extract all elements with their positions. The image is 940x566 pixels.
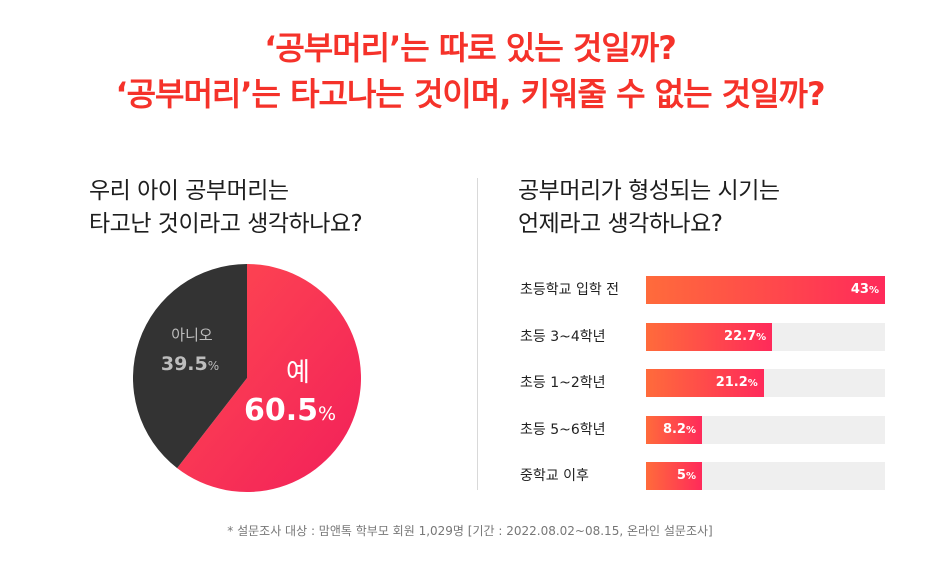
column-divider bbox=[477, 178, 478, 490]
bar-track: 5% bbox=[646, 462, 885, 490]
bar-track: 21.2% bbox=[646, 369, 885, 397]
bar-track: 43% bbox=[646, 276, 885, 304]
bar: 8.2% bbox=[646, 415, 702, 444]
pie-question-line-1: 우리 아이 공부머리는 bbox=[89, 178, 289, 204]
headline-line-2: ‘공부머리’는 타고나는 것이며, 키워줄 수 없는 것일까? bbox=[115, 75, 825, 113]
bar-value-label: 5% bbox=[676, 468, 696, 483]
bar-category-label: 초등 3~4학년 bbox=[520, 328, 606, 345]
bar-category-label: 초등 5~6학년 bbox=[520, 421, 606, 438]
bar-track: 8.2% bbox=[646, 415, 885, 444]
pie-slice-no bbox=[132, 264, 247, 469]
pie-slice-yes bbox=[177, 264, 361, 492]
bar-question-line-2: 언제라고 생각하나요? bbox=[518, 211, 723, 237]
bar: 5% bbox=[646, 462, 702, 490]
pie-value-yes: 60.5% bbox=[244, 393, 336, 428]
pie-value-no: 39.5% bbox=[161, 353, 219, 375]
pie-label-no: 아니오 bbox=[171, 326, 213, 344]
bar-category-label: 초등 1~2학년 bbox=[520, 375, 606, 391]
bar: 21.2% bbox=[646, 369, 764, 397]
bar-category-label: 중학교 이후 bbox=[520, 468, 589, 484]
bar-value-label: 21.2% bbox=[715, 375, 758, 390]
bar-value-label: 22.7% bbox=[724, 328, 767, 344]
bar: 22.7% bbox=[646, 322, 773, 351]
bar-value-label: 43% bbox=[850, 282, 879, 297]
headline-line-1: ‘공부머리’는 따로 있는 것일까? bbox=[264, 29, 677, 67]
bar-category-label: 초등학교 입학 전 bbox=[520, 282, 620, 298]
bar: 43% bbox=[646, 276, 885, 304]
survey-footnote: * 설문조사 대상 : 맘앤톡 학부모 회원 1,029명 [기간 : 2022… bbox=[227, 524, 713, 538]
pie-label-yes: 예 bbox=[286, 358, 310, 388]
pie-question-line-2: 타고난 것이라고 생각하나요? bbox=[89, 211, 363, 237]
pie-chart: 예 60.5% 아니오 39.5% bbox=[132, 264, 361, 492]
bar-value-label: 8.2% bbox=[662, 421, 696, 437]
bar-track: 22.7% bbox=[646, 322, 885, 351]
bar-question-line-1: 공부머리가 형성되는 시기는 bbox=[518, 178, 780, 204]
